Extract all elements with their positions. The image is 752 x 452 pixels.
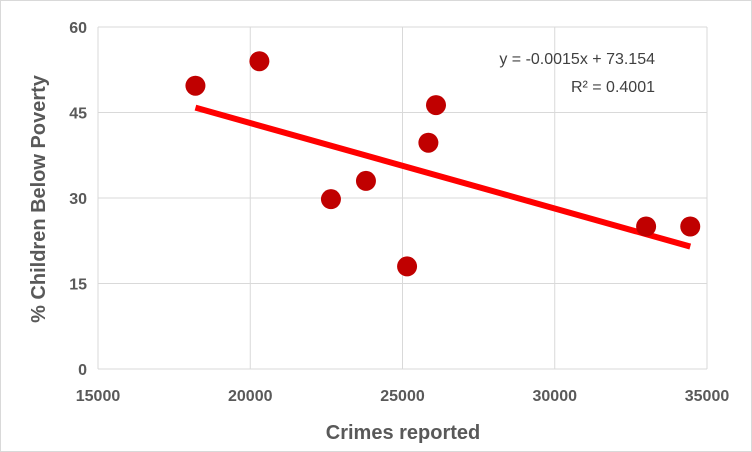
trendline-r-squared: R² = 0.4001 xyxy=(571,79,655,96)
trendline xyxy=(194,104,692,250)
trendline-equation: y = -0.0015x + 73.154 xyxy=(499,51,655,68)
data-point xyxy=(355,170,376,191)
data-point xyxy=(397,256,418,277)
data-point xyxy=(680,216,701,237)
y-tick-label: 45 xyxy=(69,106,87,123)
x-tick-label: 30000 xyxy=(533,388,578,405)
data-point xyxy=(636,216,657,237)
y-axis-ticks: 0 15 30 45 60 xyxy=(69,20,87,379)
data-point xyxy=(249,51,270,72)
x-tick-label: 25000 xyxy=(380,388,425,405)
y-tick-label: 0 xyxy=(78,362,87,379)
data-point xyxy=(425,95,446,116)
y-tick-label: 60 xyxy=(69,20,87,37)
y-axis-title: % Children Below Poverty xyxy=(28,74,50,323)
x-axis-ticks: 15000 20000 25000 30000 35000 xyxy=(76,388,730,405)
data-point xyxy=(320,189,341,210)
data-points xyxy=(185,51,701,277)
x-tick-label: 35000 xyxy=(685,388,730,405)
gridlines xyxy=(97,26,708,370)
data-point xyxy=(418,132,439,153)
x-axis-title: Crimes reported xyxy=(326,422,481,444)
x-tick-label: 20000 xyxy=(228,388,273,405)
trendline-group xyxy=(194,104,692,250)
x-tick-label: 15000 xyxy=(76,388,121,405)
y-tick-label: 15 xyxy=(69,277,87,294)
y-tick-label: 30 xyxy=(69,191,87,208)
data-point xyxy=(185,75,206,96)
